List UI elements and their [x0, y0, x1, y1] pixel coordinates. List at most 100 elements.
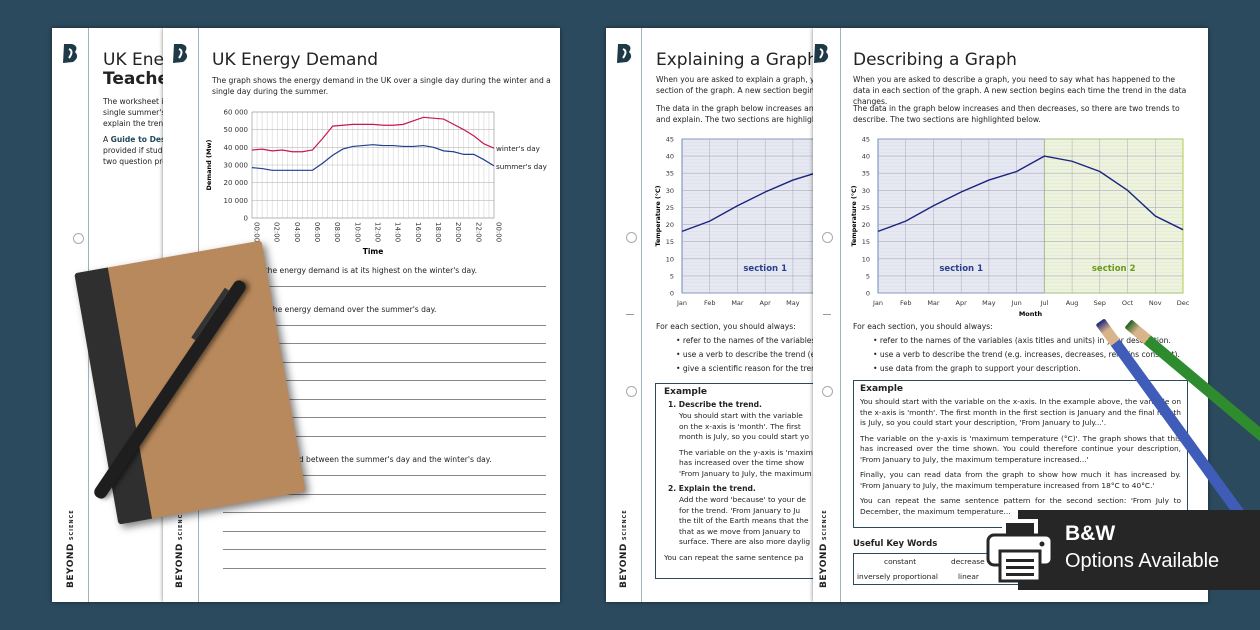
section-2-region: [1043, 138, 1184, 294]
intro-text: When you are asked to describe a graph, …: [853, 75, 1187, 106]
brand-mark: BEYONDSCIENCE: [66, 509, 76, 588]
x-tick-label: Jan: [676, 299, 687, 307]
temperature-chart: 0 5 10 15 20 25 30 35 40 45 Jan Feb Mar Apr May Tempera…: [654, 136, 813, 307]
y-axis-label: Demand (Mw): [205, 140, 213, 191]
bw-options-banner: B&W Options Available: [986, 510, 1260, 590]
x-tick-label: Feb: [900, 299, 912, 307]
key-word: linear: [958, 572, 979, 581]
plot-frame: [251, 111, 495, 219]
section-1-region: [681, 138, 813, 294]
x-tick-label: 02:00: [273, 222, 281, 242]
x-tick-label: Jun: [1011, 299, 1022, 307]
key-word: constant: [884, 557, 917, 566]
key-words-title: Useful Key Words: [853, 539, 938, 549]
x-tick-label: 16:00: [414, 222, 422, 242]
bullet-item: • give a scientific reason for the trend: [676, 364, 813, 373]
answer-line: [223, 399, 546, 400]
key-word: decrease: [951, 557, 985, 566]
y-tick-label: 5: [866, 272, 870, 280]
answer-line: [223, 343, 546, 344]
series-label: winter's day: [496, 144, 541, 153]
question-1: n the time the energy demand is at its h…: [223, 266, 477, 275]
y-tick-label: 20: [666, 221, 674, 229]
y-axis-label: Temperature (°C): [850, 185, 858, 246]
x-tick-label: May: [786, 299, 800, 307]
page-title: Describing a Graph: [853, 50, 1017, 70]
answer-line: [223, 286, 546, 287]
x-tick-label: 18:00: [434, 222, 442, 242]
bullet-item: • use a verb to describe the trend (e.g.…: [873, 350, 1180, 359]
answer-line: [223, 568, 546, 569]
y-tick-label: 0: [244, 215, 248, 223]
x-tick-label: 00:00: [495, 222, 503, 242]
bullet-item: • use a verb to describe the trend (e.g.: [676, 350, 813, 359]
y-tick-label: 45: [666, 136, 674, 144]
answer-line: [223, 512, 546, 513]
y-tick-label: 25: [666, 204, 674, 212]
energy-demand-chart: 0 10 000 20 000 30 000 40 000 50 000 60 000 00:…: [205, 109, 548, 257]
answer-line: [223, 436, 546, 437]
for-each-text: For each section, you should always:: [656, 322, 796, 331]
x-tick-label: Aug: [1066, 299, 1079, 307]
margin-line: [840, 28, 841, 602]
example-text: You should start with the variable on th…: [860, 397, 1181, 427]
y-tick-label: 35: [666, 170, 674, 178]
x-tick-label: Oct: [1122, 299, 1134, 307]
step-heading: 1. Describe the trend.: [668, 400, 762, 409]
answer-line: [223, 362, 546, 363]
y-tick-label: 5: [670, 272, 674, 280]
bullet-item: • refer to the names of the variables (a…: [873, 336, 1171, 345]
y-tick-label: 35: [862, 170, 870, 178]
example-text: You can repeat the same sentence pattern…: [860, 496, 1181, 516]
example-text: The variable on the y-axis is 'maximum t…: [860, 433, 1181, 464]
temperature-chart: 0 5 10 15 20 25 30 35 40 45 Jan Feb Mar Apr May Jun Jul A…: [850, 136, 1190, 319]
x-axis-label: Time: [363, 247, 384, 256]
logo-icon: [63, 44, 78, 63]
y-axis-label: Temperature (°C): [654, 185, 662, 246]
x-tick-label: 00:00: [253, 222, 261, 242]
x-tick-label: 10:00: [353, 222, 361, 242]
y-tick-label: 25: [862, 204, 870, 212]
x-tick-label: Mar: [731, 299, 744, 307]
logo-icon: [617, 44, 632, 63]
logo-icon: [173, 44, 188, 63]
x-axis-label: Month: [1019, 310, 1043, 318]
punch-hole: [73, 233, 84, 244]
section-1-label: section 1: [939, 264, 983, 274]
y-tick-label: 60 000: [224, 109, 249, 117]
brand-mark: BEYONDSCIENCE: [819, 509, 829, 588]
question-3: ce in energy demand between the summer's…: [223, 455, 492, 464]
temperature-line: [681, 173, 813, 233]
y-tick-label: 10: [666, 255, 674, 263]
x-tick-label: Nov: [1149, 299, 1162, 307]
banner-title: B&W: [1065, 522, 1116, 545]
bullet-item: • refer to the names of the variables: [676, 336, 813, 345]
answer-line: [223, 417, 546, 418]
punch-hole: [822, 232, 833, 243]
example-title: Example: [860, 384, 904, 394]
page-title: Explaining a Graph: [656, 50, 813, 70]
page-subtitle: Teacher: [103, 69, 163, 89]
section-2-label: section 2: [1092, 264, 1136, 274]
page-title: UK Energy Demand: [212, 50, 379, 70]
example-box: Example 1. Describe the trend. You shoul…: [655, 383, 813, 579]
x-tick-label: 20:00: [454, 222, 462, 242]
y-tick-label: 30 000: [224, 162, 249, 170]
intro-text: The graph shows the energy demand in the…: [212, 76, 551, 96]
answer-line: [223, 531, 546, 532]
y-tick-label: 40: [862, 153, 870, 161]
example-title: Example: [664, 387, 708, 397]
answer-line: [223, 380, 546, 381]
bullet-item: • use data from the graph to support you…: [873, 364, 1081, 373]
x-tick-label: Dec: [1177, 299, 1190, 307]
section-1-label: section 1: [743, 264, 787, 274]
intro-text: The worksheet i single summer's explain th…: [103, 97, 163, 128]
series-label: summer's day: [496, 162, 548, 171]
example-text: Finally, you can read data from the grap…: [860, 470, 1181, 490]
explaining-graph-worksheet-page: BEYONDSCIENCE Explaining a Graph When yo…: [606, 28, 813, 602]
punch-hole: [822, 386, 833, 397]
logo-icon: [814, 44, 829, 63]
x-tick-label: 22:00: [474, 222, 482, 242]
sections-text: The data in the graph below increases an…: [853, 104, 1180, 124]
